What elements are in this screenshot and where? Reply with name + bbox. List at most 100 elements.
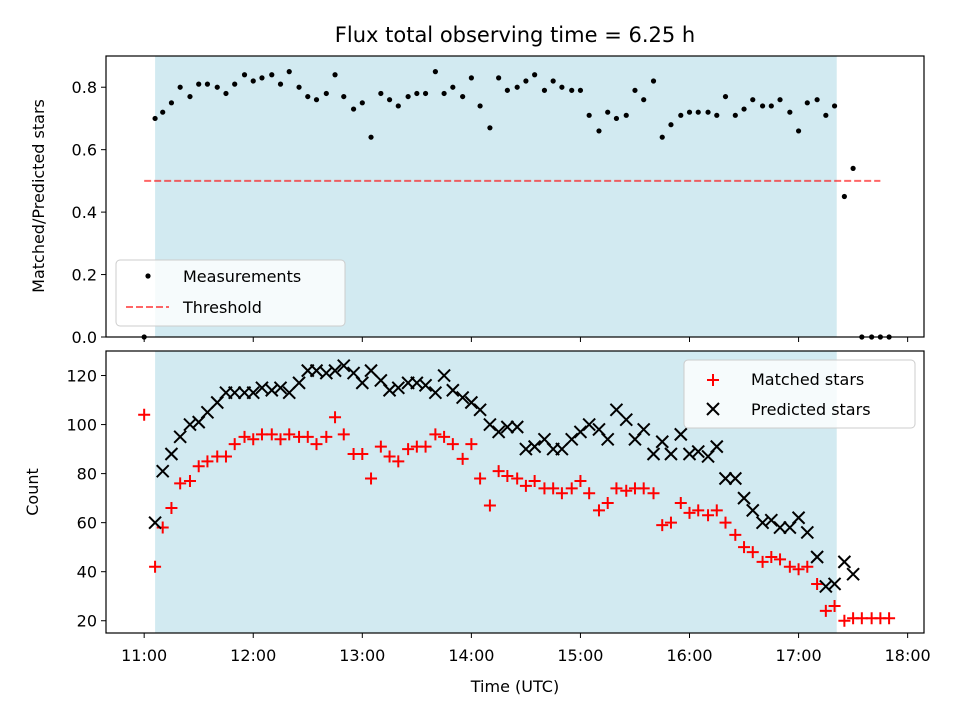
measurement-point <box>559 84 565 90</box>
measurement-points <box>141 69 892 340</box>
top-y-tick-label: 0.0 <box>72 328 97 347</box>
legend-predicted-marker <box>706 402 720 416</box>
matched-star-point <box>792 563 805 576</box>
matched-star-point <box>483 499 496 512</box>
predicted-star-point <box>527 439 542 454</box>
matched-star-point <box>219 450 232 463</box>
measurement-point <box>550 78 556 84</box>
predicted-star-point <box>183 417 197 432</box>
matched-star-point <box>574 474 587 487</box>
matched-star-point <box>138 408 151 421</box>
matched-points <box>138 408 896 627</box>
measurement-point <box>468 75 474 81</box>
matched-star-point <box>592 504 605 517</box>
measurement-point <box>714 112 720 118</box>
matched-star-point <box>365 472 378 485</box>
matched-star-point <box>392 455 405 468</box>
predicted-star-point <box>391 381 406 395</box>
matched-star-point <box>465 438 478 451</box>
matched-star-point <box>238 430 251 443</box>
measurement-point <box>395 103 401 109</box>
measurement-point <box>823 112 829 118</box>
matched-star-point <box>528 474 541 487</box>
matched-star-point <box>583 487 596 500</box>
bottom-legend-box <box>683 359 916 429</box>
matched-star-point <box>729 528 742 541</box>
matched-star-point <box>702 509 715 522</box>
matched-star-point <box>274 433 287 446</box>
predicted-star-point <box>355 376 370 390</box>
predicted-star-point <box>737 491 751 505</box>
predicted-star-point <box>410 376 424 390</box>
matched-star-point <box>746 546 759 559</box>
measurement-point <box>577 87 584 93</box>
predicted-star-point <box>746 503 760 518</box>
matched-star-point <box>637 482 650 495</box>
matched-star-point <box>310 438 323 451</box>
predicted-star-point <box>646 447 661 461</box>
measurement-point <box>668 122 674 128</box>
predicted-star-point <box>510 420 524 434</box>
predicted-star-point <box>265 383 279 397</box>
predicted-star-point <box>292 376 306 390</box>
measurement-point <box>432 69 438 75</box>
top-x-ticks <box>143 337 909 342</box>
bottom-y-tick-label: 80 <box>77 465 97 484</box>
matched-star-point <box>201 455 214 468</box>
top-legend: Measurements Threshold <box>115 259 346 327</box>
bottom-y-tick-label: 100 <box>66 416 97 435</box>
measurement-point <box>477 103 483 109</box>
matched-star-point <box>228 438 241 451</box>
top-y-tick-label: 0.8 <box>72 78 97 97</box>
measurement-point <box>596 128 602 134</box>
top-y-axis: 0.0 0.2 0.4 0.6 0.8 <box>72 78 106 347</box>
measurement-point <box>487 125 493 131</box>
measurement-point <box>722 93 729 100</box>
measurement-point <box>259 75 265 81</box>
matched-star-point <box>149 560 162 573</box>
matched-star-point <box>664 516 677 529</box>
measurement-point <box>759 103 766 109</box>
matched-star-point <box>710 504 723 517</box>
matched-star-point <box>511 472 524 485</box>
predicted-star-point <box>819 579 833 594</box>
measurement-point <box>277 81 284 87</box>
measurement-point <box>650 78 657 84</box>
x-tick-label: 14:00 <box>448 646 494 665</box>
predicted-star-point <box>382 383 397 397</box>
matched-star-point <box>547 482 560 495</box>
matched-star-point <box>555 487 568 500</box>
measurement-point <box>368 134 374 140</box>
bottom-y-tick-label: 120 <box>66 367 97 386</box>
matched-star-point <box>474 472 487 485</box>
predicted-star-point <box>227 385 242 400</box>
matched-star-point <box>301 430 314 443</box>
matched-star-point <box>165 501 178 514</box>
matched-star-point <box>519 479 532 492</box>
predicted-star-point <box>636 422 651 437</box>
predicted-star-point <box>846 567 860 581</box>
matched-star-point <box>601 497 614 510</box>
predicted-star-point <box>164 447 179 461</box>
predicted-star-point <box>710 439 724 454</box>
measurement-point <box>341 93 347 100</box>
top-y-axis-label: Matched/Predicted stars <box>29 99 48 293</box>
measurement-point <box>196 81 202 87</box>
predicted-star-point <box>664 447 678 461</box>
measurement-point <box>741 106 747 112</box>
measurement-point <box>641 97 647 103</box>
measurement-point <box>414 90 420 97</box>
measurement-point <box>541 87 548 93</box>
measurement-point <box>214 84 220 90</box>
measurement-point <box>250 78 256 84</box>
predicted-star-point <box>728 471 743 486</box>
measurement-point <box>286 69 292 75</box>
measurement-point <box>768 103 774 109</box>
predicted-star-point <box>810 550 824 564</box>
matched-star-point <box>783 560 796 573</box>
measurement-point <box>460 93 466 100</box>
legend-matched-marker <box>707 374 719 386</box>
measurement-point <box>605 109 611 115</box>
measurement-point <box>232 81 238 87</box>
matched-star-point <box>374 440 387 453</box>
